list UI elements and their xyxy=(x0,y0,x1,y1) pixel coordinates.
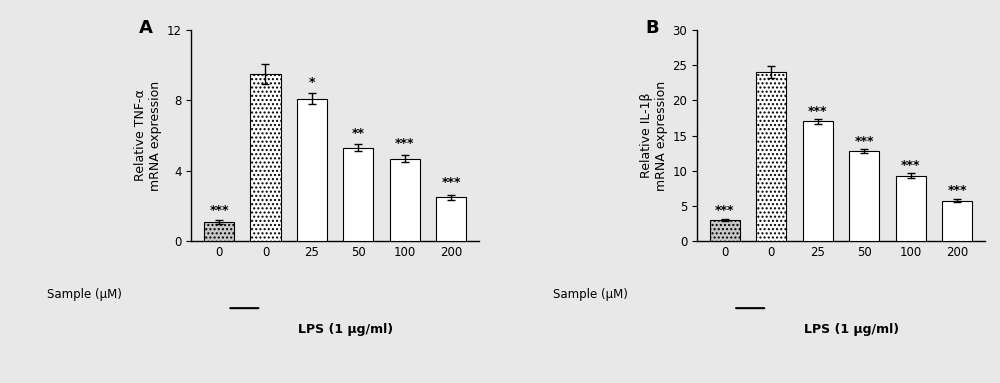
Text: A: A xyxy=(139,19,153,37)
Bar xyxy=(436,197,466,241)
Bar xyxy=(942,201,972,241)
Text: ***: *** xyxy=(442,177,461,190)
Bar xyxy=(803,121,833,241)
Bar xyxy=(896,176,926,241)
Text: ***: *** xyxy=(947,184,967,197)
Bar xyxy=(250,74,281,241)
Text: ***: *** xyxy=(901,159,920,172)
Text: LPS (1 μg/ml): LPS (1 μg/ml) xyxy=(298,323,393,336)
Bar xyxy=(204,222,234,241)
Text: ***: *** xyxy=(715,205,735,218)
Text: *: * xyxy=(309,76,315,89)
Text: ***: *** xyxy=(209,204,229,217)
Text: Sample (μM): Sample (μM) xyxy=(553,288,628,301)
Y-axis label: Relative TNF-α
mRNA expression: Relative TNF-α mRNA expression xyxy=(134,80,162,191)
Text: **: ** xyxy=(352,127,365,140)
Y-axis label: Relative IL-1β
mRNA expression: Relative IL-1β mRNA expression xyxy=(640,80,668,191)
Text: Sample (μM): Sample (μM) xyxy=(47,288,122,301)
Text: ***: *** xyxy=(854,134,874,147)
Bar xyxy=(343,148,373,241)
Bar xyxy=(390,159,420,241)
Text: ***: *** xyxy=(395,137,415,150)
Bar xyxy=(849,151,879,241)
Bar xyxy=(756,72,786,241)
Bar xyxy=(297,98,327,241)
Bar xyxy=(710,220,740,241)
Text: B: B xyxy=(645,19,659,37)
Text: ***: *** xyxy=(808,105,828,118)
Text: LPS (1 μg/ml): LPS (1 μg/ml) xyxy=(804,323,899,336)
